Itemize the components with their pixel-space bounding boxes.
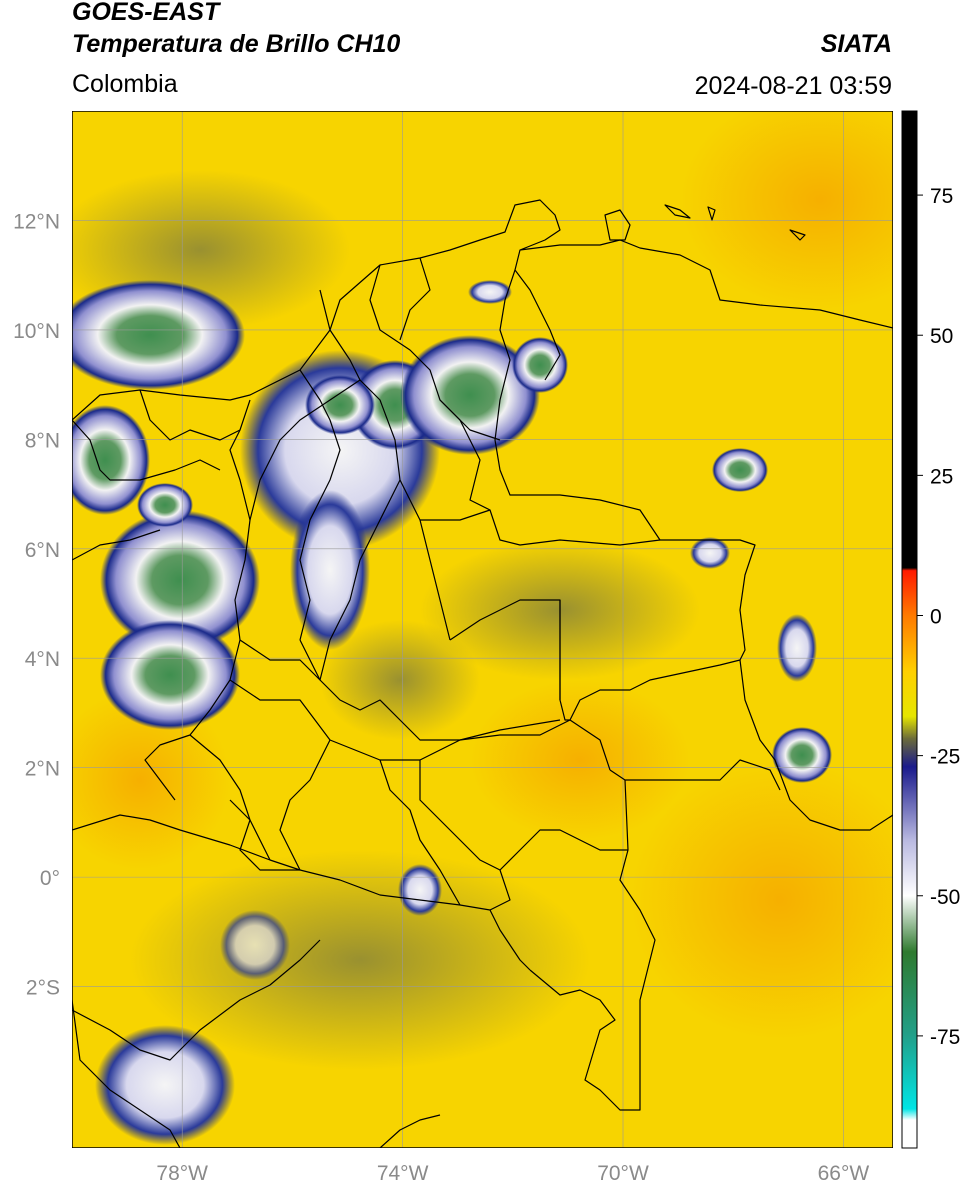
- island: [604, 209, 631, 241]
- border-colombia-venezuela: [494, 269, 756, 661]
- department-border: [189, 734, 271, 861]
- convective-cloud: [100, 510, 260, 650]
- warm-area: [680, 111, 893, 310]
- convective-cloud: [305, 375, 375, 435]
- department-border: [229, 799, 300, 871]
- department-border: [499, 829, 628, 871]
- convective-cloud: [772, 727, 832, 783]
- colorbar-tick-label: -75: [930, 1026, 960, 1049]
- border-peru: [379, 1114, 441, 1148]
- department-border: [329, 329, 451, 641]
- longitude-labels: 78°W 74°W 70°W 66°W: [156, 1162, 869, 1185]
- region-label: Colombia: [72, 70, 178, 98]
- cloud-haze: [130, 850, 590, 1070]
- island: [789, 229, 806, 241]
- convective-cloud: [137, 483, 193, 527]
- border-colombia-brazil: [529, 779, 656, 1111]
- convective-cloud: [290, 490, 370, 650]
- department-border: [299, 369, 341, 641]
- lon-label: 70°W: [597, 1162, 649, 1185]
- border-colombia-peru: [72, 814, 531, 971]
- convective-cloud: [72, 405, 150, 515]
- department-border: [449, 599, 561, 700]
- department-border: [329, 739, 511, 911]
- department-border: [399, 257, 431, 341]
- map-field: [72, 111, 893, 1148]
- department-border: [379, 759, 461, 906]
- island: [707, 206, 716, 221]
- department-border: [299, 639, 561, 741]
- lon-label: 74°W: [377, 1162, 429, 1185]
- colorbar-tick-label: -50: [930, 886, 960, 909]
- convective-cloud: [712, 448, 768, 492]
- department-border: [249, 379, 361, 521]
- department-border: [319, 289, 331, 331]
- lat-label: 2°S: [26, 977, 60, 1000]
- lat-label: 2°N: [25, 758, 60, 781]
- department-border: [419, 719, 611, 771]
- colorbar-tick-label: -25: [930, 746, 960, 769]
- convective-cloud: [398, 864, 442, 916]
- convective-cloud: [468, 280, 512, 304]
- department-border: [139, 389, 241, 441]
- convective-cloud: [400, 335, 540, 455]
- convective-cloud: [220, 910, 290, 980]
- department-border: [229, 679, 331, 871]
- lat-label: 10°N: [13, 320, 60, 343]
- convective-cloud: [95, 1025, 235, 1145]
- border-colombia-brazil: [739, 659, 893, 831]
- convective-cloud: [777, 614, 817, 682]
- convective-cloud: [512, 337, 568, 393]
- latitude-labels: 12°N 10°N 8°N 6°N 4°N 2°N 0° 2°S: [13, 210, 60, 999]
- warm-area: [630, 760, 893, 1040]
- colorbar: [902, 111, 917, 1148]
- lat-label: 6°N: [25, 539, 60, 562]
- product-title: Temperatura de Brillo CH10: [72, 30, 401, 58]
- lat-label: 12°N: [13, 210, 60, 233]
- colorbar-tick-label: 0: [930, 605, 942, 628]
- warm-area: [470, 680, 690, 840]
- satellite-title: GOES-EAST: [72, 0, 220, 26]
- convective-cloud: [72, 280, 245, 390]
- timestamp-label: 2024-08-21 03:59: [694, 72, 892, 100]
- border-colombia-venezuela: [559, 600, 741, 721]
- colorbar-ticks: 75 50 25 0 -25 -50 -75: [917, 185, 960, 1049]
- colorbar-tick-label: 25: [930, 465, 953, 488]
- lat-label: 4°N: [25, 648, 60, 671]
- border-peru: [72, 999, 181, 1148]
- border-ecuador-peru: [72, 939, 321, 1061]
- colorbar-tick-label: 75: [930, 185, 953, 208]
- lat-label: 8°N: [25, 429, 60, 452]
- department-border: [420, 509, 661, 546]
- department-border: [239, 639, 321, 681]
- colorbar-frame: [901, 110, 918, 1149]
- lat-lon-grid: [72, 111, 893, 1148]
- lon-label: 66°W: [818, 1162, 870, 1185]
- department-border: [369, 264, 501, 441]
- colorbar-tick-label: 50: [930, 325, 953, 348]
- lon-label: 78°W: [156, 1162, 208, 1185]
- borders: [72, 199, 893, 1148]
- department-border: [319, 479, 401, 681]
- agency-label: SIATA: [820, 30, 892, 58]
- convective-cloud: [690, 537, 730, 569]
- island: [664, 204, 691, 219]
- department-border: [72, 529, 161, 561]
- department-border: [439, 399, 491, 511]
- lat-label: 0°: [40, 867, 60, 890]
- coastline-panama: [72, 419, 221, 481]
- convective-cloud: [100, 620, 240, 730]
